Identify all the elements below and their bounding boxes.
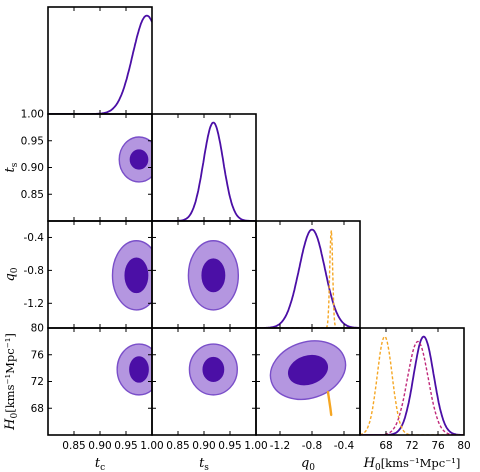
- contour-68-region: [129, 149, 149, 170]
- y-tick-label-H_0: 72: [31, 376, 44, 388]
- alt-marginal-q_0-0: [256, 230, 360, 328]
- x-tick-label-t_s: 0.90: [192, 440, 215, 452]
- contour-q_0-H_0: [269, 340, 347, 401]
- x-tick-label-H_0: 72: [405, 440, 418, 452]
- marginal-curve-t_s: [152, 121, 256, 221]
- x-tick-label-t_c: 0.95: [114, 440, 137, 452]
- contour-t_s-H_0: [188, 343, 238, 396]
- contour-t_c-q_0: [111, 240, 152, 311]
- y-tick-label-q_0: -1.2: [24, 298, 45, 310]
- contour-68-region: [287, 354, 329, 386]
- x-tick-label-t_s: 0.95: [218, 440, 241, 452]
- y-axis-label-q_0: q0: [3, 267, 20, 281]
- x-tick-label-t_c: 1.00: [140, 440, 163, 452]
- y-tick-label-H_0: 76: [31, 349, 45, 361]
- marginal-t_c: [48, 14, 152, 114]
- contour-t_c-H_0: [116, 343, 152, 396]
- x-tick-label-H_0: 80: [457, 440, 470, 452]
- x-tick-label-t_s: 0.85: [166, 440, 189, 452]
- contour-68-region: [124, 257, 149, 294]
- panel-frame-q_0-q_0: [255, 220, 361, 329]
- y-tick-label-q_0: -0.4: [24, 232, 45, 244]
- y-tick-label-t_s: 0.95: [21, 135, 44, 147]
- contour-t_s-q_0: [187, 240, 240, 311]
- y-tick-label-H_0: 68: [31, 403, 44, 415]
- marginal-q_0: [256, 228, 360, 328]
- contour-68-region: [129, 356, 149, 383]
- x-tick-label-t_s: 1.00: [244, 440, 267, 452]
- x-tick-label-H_0: 68: [379, 440, 392, 452]
- y-axis-label-t_s: ts: [3, 162, 20, 172]
- y-tick-label-q_0: -0.8: [24, 265, 45, 277]
- contour-t_c-t_s: [118, 136, 152, 183]
- x-tick-label-q_0: -1.2: [270, 440, 291, 452]
- x-axis-label-t_c: tc: [95, 456, 105, 472]
- x-tick-label-H_0: 76: [431, 440, 445, 452]
- y-tick-label-t_s: 0.85: [21, 189, 44, 201]
- panel-frame-t_c-t_c: [47, 6, 153, 115]
- contour-68-region: [202, 356, 225, 382]
- x-tick-label-t_c: 0.85: [62, 440, 85, 452]
- alt-contour-q_0-H_0: [326, 391, 333, 417]
- x-axis-label-H_0: H0[kms⁻¹Mpc⁻¹]: [363, 456, 461, 472]
- panel-frame-t_s-t_s: [151, 113, 257, 222]
- marginal-curve-t_c: [48, 14, 152, 114]
- x-axis-label-t_s: ts: [199, 456, 209, 472]
- x-tick-label-q_0: -0.4: [334, 440, 355, 452]
- marginal-H_0: [360, 335, 464, 435]
- marginal-t_s: [152, 121, 256, 221]
- marginal-curve-H_0: [360, 335, 464, 435]
- marginal-curve-q_0: [256, 228, 360, 328]
- x-tick-label-q_0: -0.8: [302, 440, 323, 452]
- y-tick-label-t_s: 1.00: [21, 109, 44, 121]
- y-axis-label-H_0: H0[kms⁻¹Mpc⁻¹]: [3, 333, 20, 431]
- contour-68-region: [201, 258, 226, 293]
- x-axis-label-q_0: q0: [301, 456, 315, 472]
- alt-marginal-curve-q_0: [256, 230, 360, 328]
- y-tick-label-H_0: 80: [31, 323, 44, 335]
- y-tick-label-t_s: 0.90: [21, 162, 44, 174]
- x-tick-label-t_c: 0.90: [88, 440, 111, 452]
